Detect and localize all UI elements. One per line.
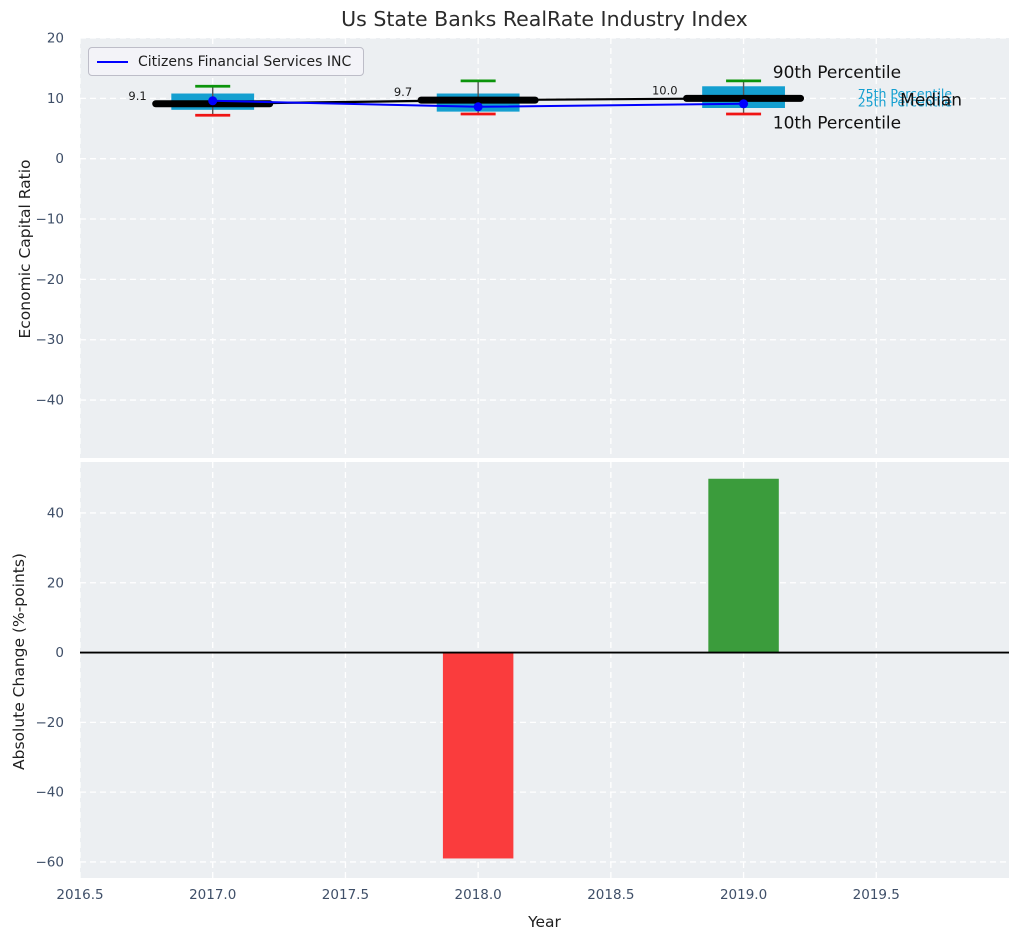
legend-line-swatch	[97, 60, 128, 63]
y-tick-label-top: −10	[36, 212, 65, 228]
y-tick-label-bottom: −60	[36, 854, 65, 870]
label-90th-percentile: 90th Percentile	[773, 63, 901, 83]
x-tick-label: 2016.5	[56, 887, 103, 903]
annotation-2017: 9.1	[128, 89, 146, 103]
y-tick-label-top: −40	[36, 393, 65, 409]
x-tick-label: 2019.0	[720, 887, 767, 903]
company-marker-2017	[208, 96, 218, 106]
annotation-2019: 10.0	[652, 83, 678, 97]
company-marker-2019	[739, 99, 749, 109]
y-tick-label-top: 20	[47, 31, 64, 47]
bottom-axes-background	[80, 462, 1009, 878]
annotation-2018: 9.7	[394, 85, 412, 99]
legend-label: Citizens Financial Services INC	[138, 53, 352, 70]
y-tick-label-bottom: −40	[36, 785, 65, 801]
label-median: Median	[900, 90, 962, 110]
x-axis-label: Year	[528, 913, 561, 931]
y-tick-label-bottom: 20	[47, 575, 64, 591]
x-tick-label: 2019.5	[853, 887, 900, 903]
chart-title: Us State Banks RealRate Industry Index	[341, 7, 748, 31]
y-tick-label-top: 0	[55, 151, 64, 167]
top-y-axis-label: Economic Capital Ratio	[16, 159, 34, 339]
label-25th-percentile: 25th Percentile	[858, 95, 953, 110]
x-tick-label: 2018.5	[587, 887, 634, 903]
company-marker-2018	[473, 102, 483, 112]
label-10th-percentile: 10th Percentile	[773, 113, 901, 133]
y-tick-label-top: −20	[36, 272, 65, 288]
x-tick-label: 2017.5	[322, 887, 369, 903]
label-75th-percentile: 75th Percentile	[858, 86, 953, 101]
bar-2018	[442, 652, 514, 859]
bar-2019	[708, 478, 779, 653]
legend: Citizens Financial Services INC	[88, 47, 365, 76]
x-tick-label: 2018.0	[455, 887, 502, 903]
y-tick-label-top: −30	[36, 332, 65, 348]
x-tick-label: 2017.0	[189, 887, 236, 903]
y-tick-label-top: 10	[47, 91, 64, 107]
y-tick-label-bottom: 40	[47, 505, 64, 521]
y-tick-label-bottom: −20	[36, 715, 65, 731]
y-tick-label-bottom: 0	[55, 645, 64, 661]
bottom-y-axis-label: Absolute Change (%-points)	[10, 553, 28, 770]
